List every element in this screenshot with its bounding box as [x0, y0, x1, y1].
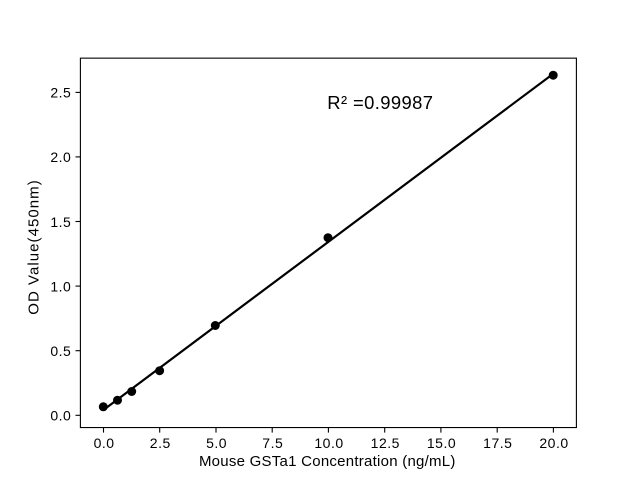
svg-text:0.0: 0.0 [94, 435, 115, 451]
svg-text:2.5: 2.5 [150, 435, 171, 451]
svg-text:Mouse GSTa1 Concentration (ng/: Mouse GSTa1 Concentration (ng/mL) [199, 453, 456, 470]
svg-text:1.5: 1.5 [50, 214, 71, 230]
svg-text:2.5: 2.5 [50, 85, 71, 101]
svg-text:0.5: 0.5 [50, 343, 71, 359]
svg-text:R² =0.99987: R² =0.99987 [327, 92, 433, 113]
svg-text:12.5: 12.5 [371, 435, 400, 451]
svg-text:2.0: 2.0 [50, 149, 71, 165]
svg-text:OD Value(450nm): OD Value(450nm) [26, 179, 43, 315]
svg-text:1.0: 1.0 [50, 278, 71, 294]
svg-text:15.0: 15.0 [427, 435, 456, 451]
svg-text:5.0: 5.0 [206, 435, 227, 451]
svg-text:7.5: 7.5 [262, 435, 283, 451]
svg-text:0.0: 0.0 [50, 408, 71, 424]
svg-text:20.0: 20.0 [539, 435, 568, 451]
svg-text:10.0: 10.0 [314, 435, 343, 451]
svg-text:17.5: 17.5 [483, 435, 512, 451]
